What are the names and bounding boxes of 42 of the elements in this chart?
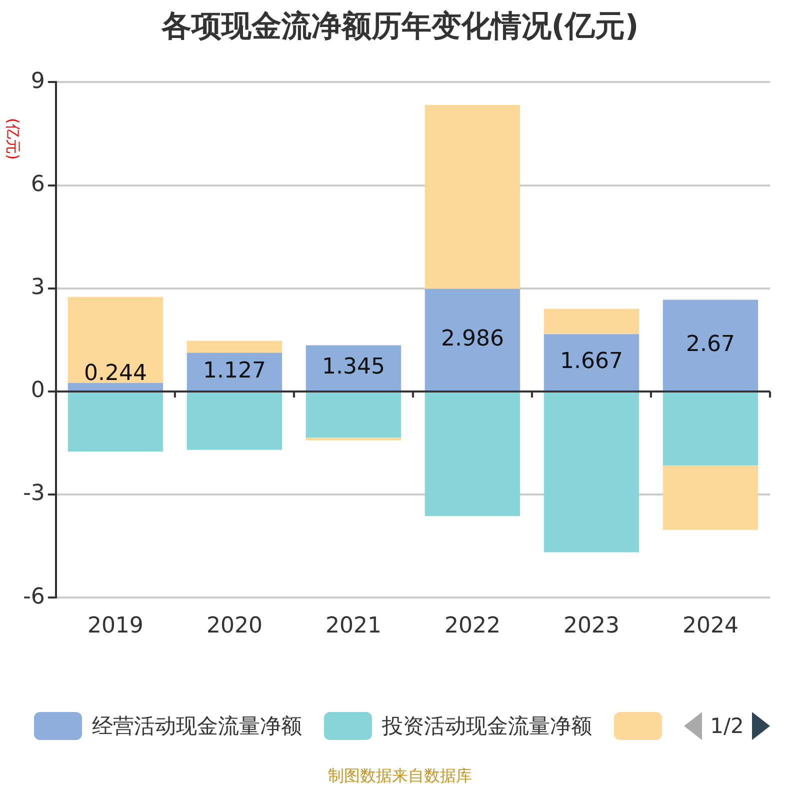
y-axis-title: (亿元): [3, 118, 22, 160]
bar: [662, 392, 758, 466]
bar: [186, 340, 282, 353]
x-tick-label: 2024: [682, 614, 738, 639]
chart-title: 各项现金流净额历年变化情况(亿元): [160, 8, 640, 46]
bar: [186, 392, 282, 450]
bar: [186, 352, 282, 390]
bar: [544, 334, 640, 390]
y-tick-label: 3: [30, 275, 45, 300]
data-label: 2.67: [686, 332, 735, 357]
bar: [306, 437, 402, 440]
data-label: 1.667: [560, 349, 623, 374]
bar: [544, 392, 640, 552]
bar: [424, 392, 520, 516]
bar: [68, 296, 164, 384]
bar: [544, 308, 640, 334]
text: 制图数据来自数据库: [327, 766, 473, 787]
y-tick-label: 6: [30, 172, 45, 197]
data-label: 1.127: [202, 358, 266, 384]
x-tick-label: 2022: [444, 614, 500, 639]
data-label: 1.345: [322, 354, 385, 380]
bar: [424, 105, 520, 289]
y-tick-label: -6: [23, 584, 45, 610]
y-tick-label: -3: [23, 481, 45, 506]
bar: [662, 465, 758, 530]
x-tick-label: 2021: [325, 614, 382, 639]
text: 1/2: [710, 714, 744, 738]
bar: [68, 383, 164, 390]
bar: [424, 288, 520, 390]
y-tick-label: 9: [30, 68, 45, 94]
bar: [68, 392, 164, 452]
legend-label: 经营活动现金流量净额: [92, 713, 302, 740]
data-label: 0.244: [84, 361, 147, 386]
x-tick-label: 2023: [563, 614, 620, 639]
bar: [306, 392, 402, 438]
bar: [306, 345, 402, 390]
x-tick-label: 2019: [87, 614, 144, 639]
x-tick-label: 2020: [206, 614, 262, 639]
bar: [662, 300, 758, 390]
legend-label: 投资活动现金流量净额: [382, 713, 592, 740]
y-tick-label: 0: [30, 378, 45, 404]
data-label: 2.986: [440, 326, 504, 352]
